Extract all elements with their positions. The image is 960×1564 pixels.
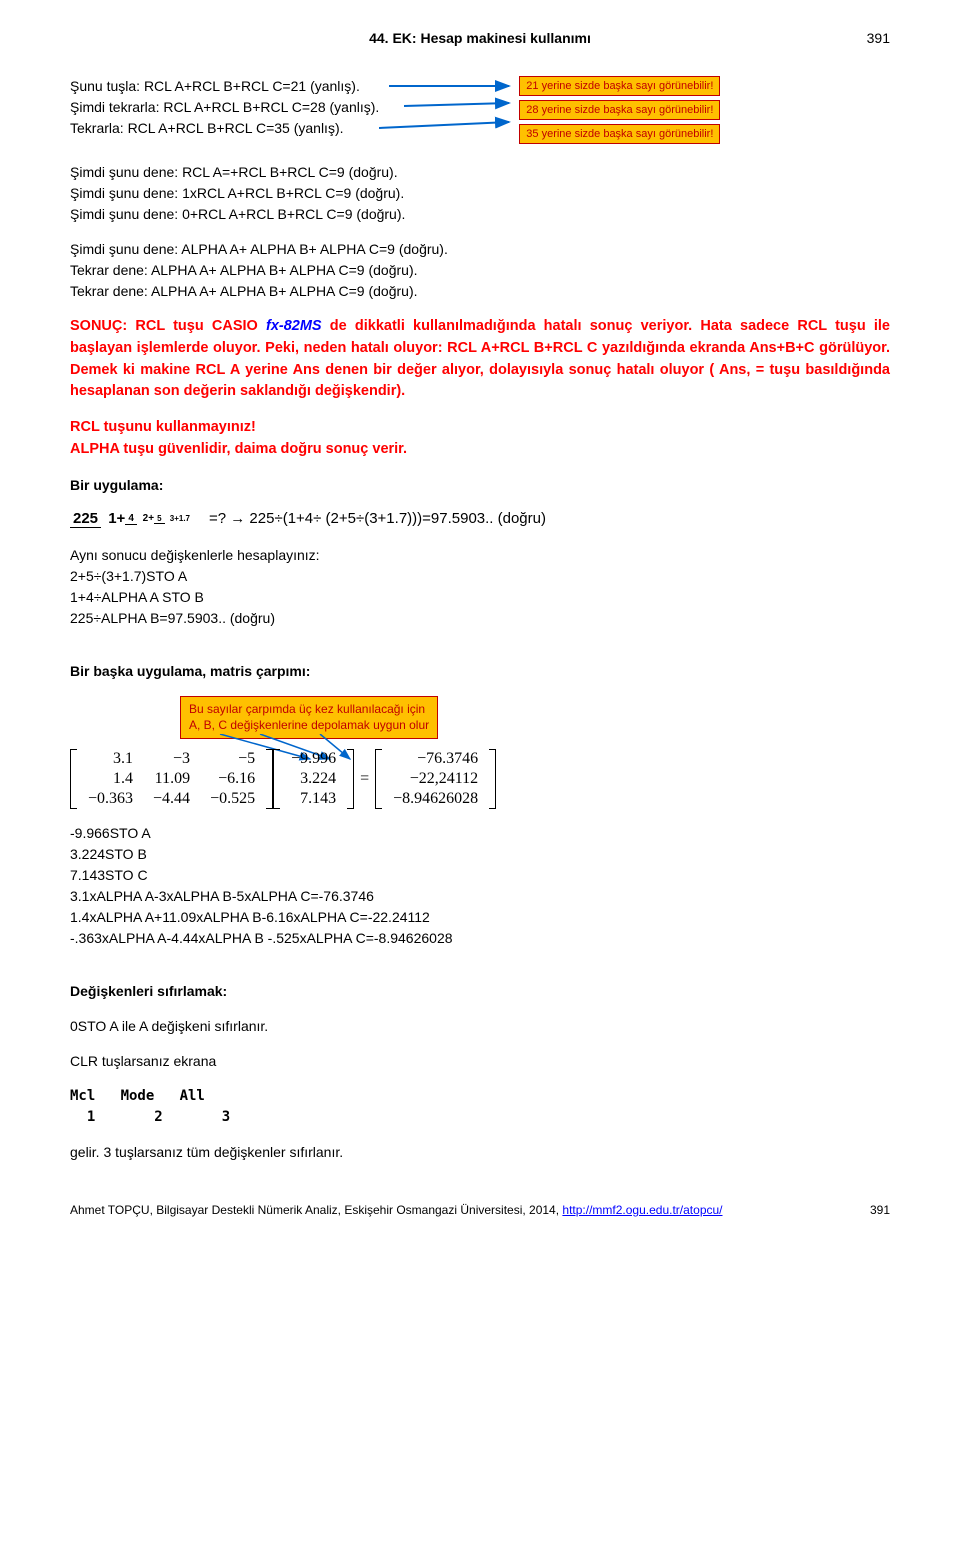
model-name: fx-82MS xyxy=(266,318,322,334)
formula-row: 225 1+ 4 2+ 5 3+1.7 =? → 225÷(1+4÷ (2+5÷… xyxy=(70,510,890,527)
reset-l1: 0STO A ile A değişkeni sıfırlanır. xyxy=(70,1016,890,1037)
header-title: 44. EK: Hesap makinesi kullanımı xyxy=(369,30,591,46)
line: Şimdi tekrarla: RCL A+RCL B+RCL C=28 (ya… xyxy=(70,99,379,115)
footer-page: 391 xyxy=(870,1203,890,1217)
footer-text: Ahmet TOPÇU, Bilgisayar Destekli Nümerik… xyxy=(70,1203,562,1217)
uygulama-title: Bir uygulama: xyxy=(70,475,890,496)
line: 2+5÷(3+1.7)STO A xyxy=(70,568,187,584)
line: 3.1xALPHA A-3xALPHA B-5xALPHA C=-76.3746 xyxy=(70,888,374,904)
callout-column: 21 yerine sizde başka sayı görünebilir! … xyxy=(519,76,720,148)
reset-l3: gelir. 3 tuşlarsanız tüm değişkenler sıf… xyxy=(70,1142,890,1163)
line: 225÷ALPHA B=97.5903.. (doğru) xyxy=(70,610,275,626)
footer: Ahmet TOPÇU, Bilgisayar Destekli Nümerik… xyxy=(70,1203,890,1217)
line: Şimdi şunu dene: 0+RCL A+RCL B+RCL C=9 (… xyxy=(70,206,405,222)
warn1: RCL tuşunu kullanmayınız! xyxy=(70,419,256,435)
sonuc-paragraph: SONUÇ: RCL tuşu CASIO fx-82MS de dikkatl… xyxy=(70,316,890,403)
line: Tekrarla: RCL A+RCL B+RCL C=35 (yanlış). xyxy=(70,120,344,136)
uygulama-calc: Aynı sonucu değişkenlerle hesaplayınız: … xyxy=(70,545,890,629)
line: Tekrar dene: ALPHA A+ ALPHA B+ ALPHA C=9… xyxy=(70,262,418,278)
equals-sign: = xyxy=(360,770,369,788)
block-2: Şimdi şunu dene: ALPHA A+ ALPHA B+ ALPHA… xyxy=(70,239,890,302)
page-number-top: 391 xyxy=(867,30,890,46)
reset-table: Mcl Mode All 1 2 3 xyxy=(70,1086,890,1128)
warn2: ALPHA tuşu güvenlidir, daima doğru sonuç… xyxy=(70,441,407,457)
line: 1+4÷ALPHA A STO B xyxy=(70,589,204,605)
line: 1.4xALPHA A+11.09xALPHA B-6.16xALPHA C=-… xyxy=(70,909,430,925)
warnings: RCL tuşunu kullanmayınız! ALPHA tuşu güv… xyxy=(70,417,890,461)
formula-right: =? → 225÷(1+4÷ (2+5÷(3+1.7)))=97.5903.. … xyxy=(209,510,546,527)
line: -9.966STO A xyxy=(70,825,151,841)
line: Şimdi şunu dene: RCL A=+RCL B+RCL C=9 (d… xyxy=(70,164,398,180)
calc-title: Aynı sonucu değişkenlerle hesaplayınız: xyxy=(70,547,320,563)
sonuc-label: SONUÇ: xyxy=(70,318,127,334)
page-header: 44. EK: Hesap makinesi kullanımı 391 xyxy=(70,30,890,46)
sonuc-t1: RCL tuşu CASIO xyxy=(127,318,266,334)
matrix-C: −76.3746 −22,24112 −8.94626028 xyxy=(375,749,496,809)
callout-2: 28 yerine sizde başka sayı görünebilir! xyxy=(519,100,720,120)
arrows xyxy=(379,76,519,148)
line: Şimdi şunu dene: 1xRCL A+RCL B+RCL C=9 (… xyxy=(70,185,404,201)
line: Tekrar dene: ALPHA A+ ALPHA B+ ALPHA C=9… xyxy=(70,283,418,299)
top-section: Şunu tuşla: RCL A+RCL B+RCL C=21 (yanlış… xyxy=(70,76,890,148)
callout-3: 35 yerine sizde başka sayı görünebilir! xyxy=(519,124,720,144)
block-1: Şimdi şunu dene: RCL A=+RCL B+RCL C=9 (d… xyxy=(70,162,890,225)
reset-title: Değişkenleri sıfırlamak: xyxy=(70,981,890,1002)
top-left-text: Şunu tuşla: RCL A+RCL B+RCL C=21 (yanlış… xyxy=(70,76,379,148)
matrix-equation: 3.1−3−5 1.411.09−6.16 −0.363−4.44−0.525 … xyxy=(70,749,890,809)
reset-l2: CLR tuşlarsanız ekrana xyxy=(70,1051,890,1072)
footer-link[interactable]: http://mmf2.ogu.edu.tr/atopcu/ xyxy=(562,1203,722,1217)
arrow-svg xyxy=(379,76,519,146)
line: Şimdi şunu dene: ALPHA A+ ALPHA B+ ALPHA… xyxy=(70,241,448,257)
line: 7.143STO C xyxy=(70,867,148,883)
matrix-A: 3.1−3−5 1.411.09−6.16 −0.363−4.44−0.525 xyxy=(70,749,273,809)
line: -.363xALPHA A-4.44xALPHA B -.525xALPHA C… xyxy=(70,930,453,946)
matrix-section: Bu sayılar çarpımda üç kez kullanılacağı… xyxy=(70,696,890,810)
matrix-calc: -9.966STO A 3.224STO B 7.143STO C 3.1xAL… xyxy=(70,823,890,949)
matrix-B: −9.996 3.224 7.143 xyxy=(273,749,354,809)
callout-1: 21 yerine sizde başka sayı görünebilir! xyxy=(519,76,720,96)
line: 3.224STO B xyxy=(70,846,147,862)
nested-fraction: 225 1+ 4 2+ 5 3+1.7 xyxy=(70,510,199,527)
mc-l1: Bu sayılar çarpımda üç kez kullanılacağı… xyxy=(189,702,425,716)
frac-top: 225 xyxy=(70,510,101,528)
page: 44. EK: Hesap makinesi kullanımı 391 Şun… xyxy=(0,0,960,1237)
line: Şunu tuşla: RCL A+RCL B+RCL C=21 (yanlış… xyxy=(70,78,360,94)
mc-l2: A, B, C değişkenlerine depolamak uygun o… xyxy=(189,718,429,732)
matrix-title: Bir başka uygulama, matris çarpımı: xyxy=(70,661,890,682)
